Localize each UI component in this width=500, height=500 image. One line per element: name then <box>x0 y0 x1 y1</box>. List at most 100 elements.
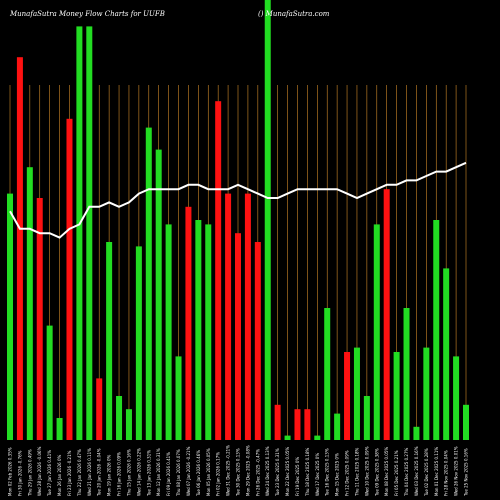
bar <box>26 167 33 440</box>
x-tick-label: Tue 16 Dec 2025 0.13% <box>325 448 330 497</box>
x-tick-label: Tue 20 Jan 2026 -0.04% <box>97 448 102 497</box>
trend-line <box>9 161 467 239</box>
bar <box>7 193 13 440</box>
x-tick-label: Wed 28 Jan 2026 -0.06% <box>37 446 42 496</box>
bar <box>76 26 83 441</box>
x-tick-label: Fri 23 Jan 2026 -0.21% <box>67 450 72 496</box>
x-tick-label: Fri 02 Jan 2026 0.17% <box>216 452 221 496</box>
bar <box>344 352 351 440</box>
bar <box>96 378 103 440</box>
bar <box>175 356 182 440</box>
x-tick-label: Thu 08 Jan 2026 0.07% <box>176 449 181 497</box>
x-tick-label: Thu 11 Dec 2025 0.18% <box>354 447 359 497</box>
bar-series <box>7 0 469 441</box>
bar <box>56 418 63 440</box>
x-tick-label: Mon 05 Jan 2026 0.05% <box>206 448 211 496</box>
x-tick-label: Fri 09 Jan 2026 0.41% <box>166 452 171 496</box>
bar <box>314 435 321 440</box>
bar <box>413 426 420 440</box>
bar <box>393 352 400 440</box>
bar <box>423 347 430 440</box>
bar <box>116 396 123 440</box>
bar <box>155 149 162 440</box>
bar <box>373 224 380 440</box>
bar <box>463 404 469 440</box>
bar <box>453 356 460 440</box>
bar <box>383 189 390 440</box>
bar <box>215 101 222 440</box>
line-series <box>9 161 467 239</box>
bar <box>225 193 232 440</box>
x-tick-label: Tue 09 Dec 2025 0.38% <box>374 448 379 497</box>
bar <box>235 233 241 440</box>
x-tick-label: Tue 25 Nov 2025 0.16% <box>464 448 469 497</box>
x-tick-label: Thu 04 Dec 2025 0.27% <box>404 447 409 497</box>
x-tick-label: Thu 15 Jan 2026 0.16% <box>126 449 131 497</box>
x-tick-label: Wed 31 Dec 2025 -0.21% <box>226 445 231 496</box>
x-tick-label: Wed 14 Jan 2026 0.22% <box>136 448 141 496</box>
x-tick-label: Thu 29 Jan 2026 0.49% <box>27 449 32 497</box>
x-tick-label: Fri 19 Dec 2025 0% <box>295 457 300 496</box>
bar <box>363 396 370 440</box>
x-tick-label: Tue 06 Jan 2026 0.46% <box>196 450 201 497</box>
bar <box>244 193 251 440</box>
x-tick-label: Tue 30 Dec 2025 0.13% <box>236 448 241 497</box>
x-tick-label: Wed 21 Jan 2026 0.11% <box>87 448 92 496</box>
x-tick-label: Wed 24 Dec 2025 0.13% <box>265 446 270 496</box>
x-tick-label: Wed 17 Dec 2025 0% <box>315 453 320 496</box>
bar <box>106 242 113 440</box>
x-tick-label: Tue 27 Jan 2026 0.41% <box>47 450 52 497</box>
x-tick-label: Mon 29 Dec 2025 -0.08% <box>245 445 250 496</box>
x-tick-label: Wed 03 Dec 2025 0.16% <box>414 446 419 496</box>
bar <box>195 220 202 440</box>
x-tick-label: Fri 26 Dec 2025 -0.47% <box>255 449 260 496</box>
x-axis-labels: Mon 02 Feb 2026 0.35% Fri 30 Jan 2026 -0.… <box>8 445 469 497</box>
x-tick-label: Thu 18 Dec 2025 0.18% <box>305 447 310 497</box>
bar <box>304 409 311 440</box>
x-tick-label: Mon 08 Dec 2025 0.05% <box>384 447 389 496</box>
x-tick-label: Tue 02 Dec 2025 0.28% <box>424 448 429 497</box>
bar <box>185 206 192 440</box>
x-tick-label: Mon 02 Feb 2026 0.35% <box>8 447 13 496</box>
bar <box>274 404 281 440</box>
bar <box>294 409 301 440</box>
bar <box>324 308 331 440</box>
x-tick-label: Fri 12 Dec 2025 0.09% <box>345 450 350 496</box>
x-tick-label: Wed 07 Jan 2026 -0.21% <box>186 446 191 496</box>
x-tick-label: Mon 19 Jan 2026 0% <box>107 455 112 497</box>
bar <box>284 435 291 440</box>
bar <box>443 268 450 440</box>
bar <box>433 220 440 440</box>
x-tick-label: Mon 01 Dec 2025 0.11% <box>434 447 439 496</box>
bar <box>145 127 152 440</box>
bar <box>135 246 142 440</box>
bar <box>16 57 23 440</box>
x-tick-label: Wed 26 Nov 2025 0.01% <box>454 446 459 496</box>
x-tick-label: Fri 28 Nov 2025 0.04% <box>444 450 449 496</box>
bar <box>86 26 93 441</box>
x-tick-label: Tue 13 Jan 2026 0.31% <box>146 450 151 497</box>
bar <box>46 325 53 440</box>
bar <box>353 347 360 440</box>
bar <box>36 198 43 440</box>
x-tick-label: Wed 10 Dec 2025 0.09% <box>364 446 369 496</box>
bar <box>403 308 410 440</box>
x-tick-label: Mon 15 Dec 2025 0% <box>335 453 340 496</box>
x-tick-label: Fri 16 Jan 2026 0.09% <box>117 452 122 496</box>
x-tick-label: Fri 30 Jan 2026 -0.76% <box>17 450 22 496</box>
bar <box>254 242 261 440</box>
bar <box>165 224 172 440</box>
bar <box>66 118 73 441</box>
site-credit: () MunafaSutra.com <box>258 10 330 18</box>
x-tick-label: Tue 23 Dec 2025 0.31% <box>275 448 280 497</box>
bar <box>125 409 132 440</box>
bar <box>205 224 212 440</box>
bar <box>334 413 341 440</box>
x-tick-label: Mon 26 Jan 2026 0% <box>57 455 62 497</box>
chart-title: MunafaSutra Money Flow Charts for UUFB <box>10 10 165 18</box>
bar <box>264 0 271 440</box>
x-tick-label: Mon 22 Dec 2025 0.05% <box>285 447 290 496</box>
x-tick-label: Mon 12 Jan 2026 0.31% <box>156 448 161 496</box>
